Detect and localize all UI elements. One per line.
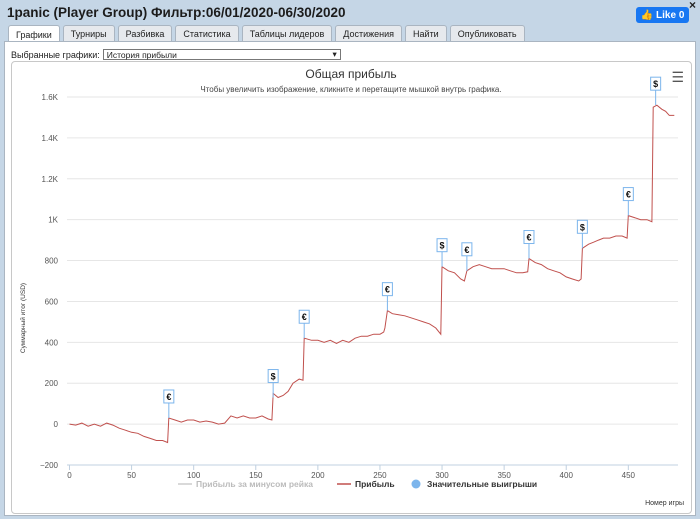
tab-breakdown[interactable]: Разбивка [117,25,173,42]
win-flag-symbol: $ [440,241,445,251]
y-tick-label: 1.6K [42,93,59,102]
menu-icon[interactable]: ☰ [671,69,684,85]
chart-container[interactable]: Общая прибыль Чтобы увеличить изображени… [11,61,692,514]
win-flag-box [650,76,662,91]
win-flag-box [461,242,473,257]
win-flag-box [298,309,310,324]
legend-swatch [411,479,421,489]
y-tick-label: 600 [45,297,59,306]
win-flag-symbol: $ [271,372,276,382]
tab-publish[interactable]: Опубликовать [449,25,525,42]
profit-series-line [69,104,675,444]
tab-content-panel: Выбранные графики: История прибыли ▾ Общ… [4,41,696,516]
tab-charts[interactable]: Графики [8,25,60,43]
x-tick-label: 300 [435,471,449,480]
y-tick-label: 0 [54,420,59,429]
y-tick-label: 1.2K [42,175,59,184]
y-tick-label: 200 [45,379,59,388]
x-tick-label: 450 [622,471,636,480]
chart-selector-row: Выбранные графики: История прибыли ▾ [11,49,341,60]
legend-item-label: Прибыль за минусом рейка [196,479,313,489]
profit-chart[interactable]: Общая прибыль Чтобы увеличить изображени… [12,62,691,513]
chart-selector-label: Выбранные графики: [11,49,100,60]
legend-item-label: Значительные выигрыши [427,479,537,489]
tab-leaderboards[interactable]: Таблицы лидеров [241,25,333,42]
x-tick-label: 150 [249,471,263,480]
win-flag-symbol: € [385,285,390,295]
chart-select-value: История прибыли [106,49,177,60]
win-flag-box [163,389,175,404]
win-flag-box [436,238,448,253]
chart-select[interactable]: История прибыли ▾ [102,49,341,60]
tab-find[interactable]: Найти [405,25,447,42]
y-tick-label: 800 [45,257,59,266]
tab-tournaments[interactable]: Турниры [62,25,115,42]
close-icon[interactable]: × [688,0,696,12]
chevron-down-icon: ▾ [332,49,337,59]
y-tick-label: 400 [45,338,59,347]
win-flag-box [267,369,279,384]
win-flag-symbol: € [526,233,531,243]
legend-item-label: Прибыль [355,479,395,489]
like-label: Like 0 [656,9,685,21]
x-tick-label: 200 [311,471,325,480]
thumbs-up-icon: 👍 [640,9,654,21]
win-flag-symbol: $ [653,79,658,89]
win-flag-box [523,230,535,245]
y-tick-label: −200 [40,461,59,470]
win-flag-symbol: € [464,245,469,255]
chart-subtitle: Чтобы увеличить изображение, кликните и … [200,85,501,94]
facebook-like-button[interactable]: 👍 Like 0 [636,7,689,23]
win-flag-box [622,187,634,202]
win-flag-symbol: $ [580,222,585,232]
win-flag-symbol: € [302,312,307,322]
y-tick-label: 1.4K [42,134,59,143]
x-tick-label: 0 [67,471,72,480]
tab-bar: Графики Турниры Разбивка Статистика Табл… [8,25,525,43]
win-flag-box [576,219,588,234]
tab-achievements[interactable]: Достижения [335,25,403,42]
win-flag-box [381,282,393,297]
y-tick-label: 1K [48,216,58,225]
win-flag-symbol: € [166,392,171,402]
window-title: 1panic (Player Group) Фильтр:06/01/2020-… [7,5,346,20]
x-axis-title: Номер игры [645,500,684,507]
x-tick-label: 50 [127,471,136,480]
x-tick-label: 400 [560,471,574,480]
x-tick-label: 350 [497,471,511,480]
x-tick-label: 100 [187,471,201,480]
y-axis-title: Суммарный итог (USD) [19,283,27,353]
x-tick-label: 250 [373,471,387,480]
win-flag-symbol: € [626,190,631,200]
chart-title: Общая прибыль [305,67,396,81]
tab-statistics[interactable]: Статистика [175,25,239,42]
